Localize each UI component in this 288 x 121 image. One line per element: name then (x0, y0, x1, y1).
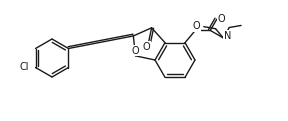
Text: N: N (223, 31, 231, 41)
Text: O: O (218, 14, 226, 24)
Text: O: O (143, 42, 151, 52)
Text: O: O (192, 21, 200, 31)
Text: Cl: Cl (19, 63, 29, 72)
Text: O: O (132, 46, 139, 56)
